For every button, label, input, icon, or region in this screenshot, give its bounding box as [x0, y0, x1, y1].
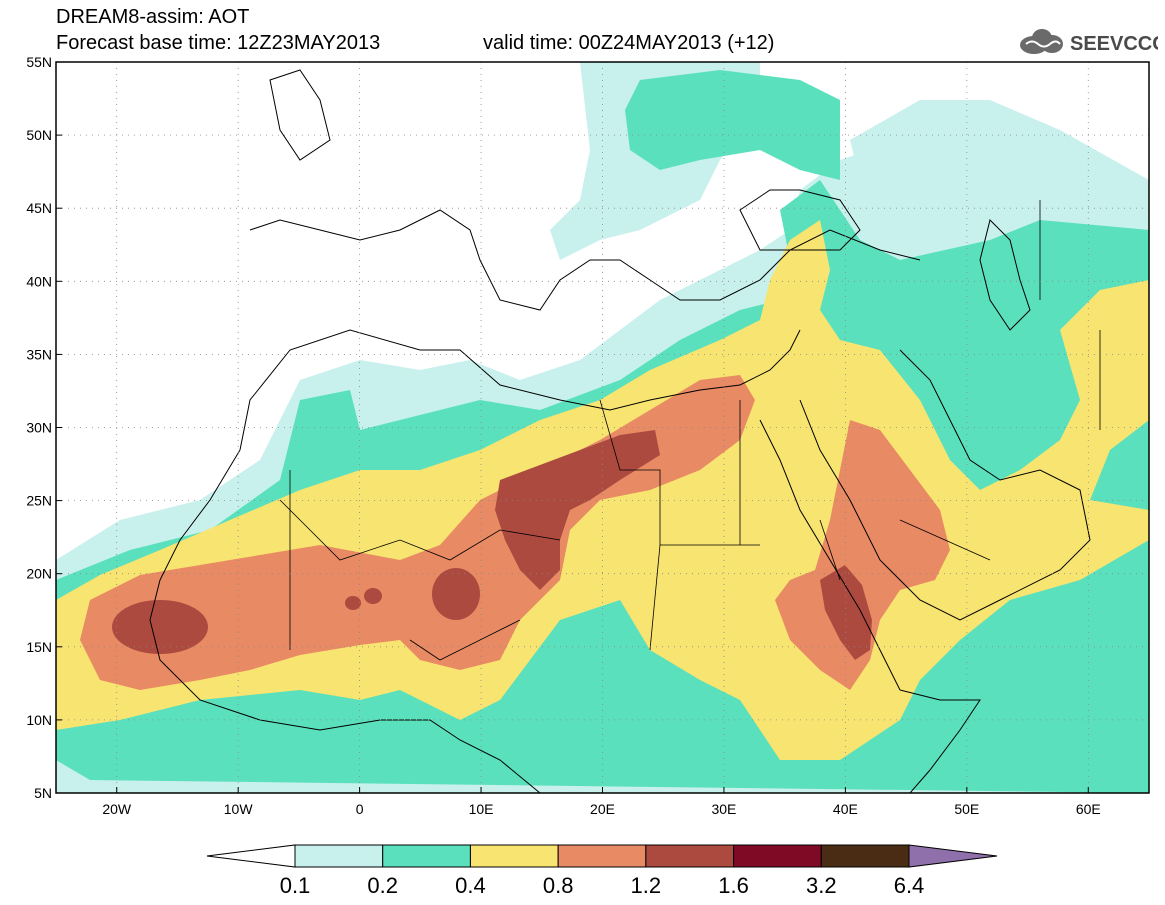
aot-level-1.2-east	[820, 565, 872, 660]
colorbar-segment	[469, 844, 559, 868]
lat-tick-label: 15N	[26, 639, 52, 655]
colorbar-segment	[820, 844, 910, 868]
lat-tick-label: 5N	[34, 785, 52, 801]
lon-tick-label: 20E	[590, 801, 615, 817]
colorbar-label: 0.2	[367, 873, 398, 898]
logo-text: SEEVCCC	[1070, 33, 1158, 55]
lat-tick-label: 20N	[26, 566, 52, 582]
coastline-caspian	[979, 219, 1031, 331]
lon-tick-label: 20W	[102, 801, 132, 817]
colorbar-segment	[557, 844, 647, 868]
colorbar-segment	[733, 844, 822, 868]
aot-level-1.2-central	[432, 568, 480, 620]
colorbar-arrow-low	[206, 844, 296, 868]
aot-level-0.8-east	[775, 420, 950, 690]
colorbar-segment	[645, 844, 735, 868]
coastline-black-sea	[739, 189, 861, 251]
title-line-2: Forecast base time: 12Z23MAY2013	[56, 32, 381, 54]
aot-level-1.2-spot-b	[364, 588, 382, 604]
lon-tick-label: 50E	[954, 801, 979, 817]
lat-tick-label: 35N	[26, 346, 52, 362]
coastline-horn-africa	[899, 689, 981, 793]
seevccc-logo: SEEVCCC	[1020, 29, 1158, 55]
coastline-north-africa	[239, 329, 801, 451]
lat-tick-label: 30N	[26, 420, 52, 436]
lon-tick-label: 60E	[1076, 801, 1101, 817]
lon-tick-label: 30E	[711, 801, 736, 817]
coastline-west-africa	[149, 449, 541, 793]
lat-tick-label: 45N	[26, 200, 52, 216]
colorbar-label: 3.2	[806, 873, 837, 898]
coastline-red-sea	[759, 419, 901, 691]
colorbar-label: 1.6	[718, 873, 749, 898]
border-lines	[279, 200, 1101, 661]
title-line-1: DREAM8-assim: AOT	[56, 6, 250, 28]
colorbar-segment	[294, 844, 384, 868]
coastline-uk	[269, 69, 331, 161]
aot-level-1.2-spot-a	[345, 596, 361, 610]
lat-tick-labels: 55N 50N 45N 40N 35N 30N 25N 20N 15N 10N 5N	[26, 54, 52, 801]
coastlines-borders	[149, 69, 1101, 793]
colorbar-label: 0.4	[455, 873, 486, 898]
aot-level-1.2	[495, 430, 660, 590]
colorbar-label: 0.8	[543, 873, 574, 898]
aot-level-0.2-north	[625, 70, 840, 180]
map-frame	[55, 61, 1150, 794]
lat-tick-label: 50N	[26, 127, 52, 143]
cloud-logo-icon	[1020, 29, 1063, 54]
lat-tick-label: 40N	[26, 273, 52, 289]
colorbar-label: 1.2	[631, 873, 662, 898]
lon-tick-label: 40E	[833, 801, 858, 817]
colorbar-label: 0.1	[280, 873, 311, 898]
aot-level-0.1-east	[850, 100, 1149, 260]
coastline-europe	[249, 209, 921, 311]
lat-tick-label: 55N	[26, 54, 52, 70]
coastline-arabia	[799, 349, 1091, 621]
colorbar-segment	[382, 844, 471, 868]
colorbar-arrow-high	[908, 844, 998, 868]
lat-tick-label: 10N	[26, 712, 52, 728]
lon-tick-label: 10E	[469, 801, 494, 817]
valid-time: valid time: 00Z24MAY2013 (+12)	[483, 32, 775, 54]
colorbar-label: 6.4	[894, 873, 925, 898]
colorbar: 0.1 0.2 0.4 0.8 1.2 1.6 3.2 6.4	[206, 844, 998, 898]
aot-contours	[56, 62, 1149, 793]
lat-tick-label: 25N	[26, 493, 52, 509]
lon-tick-label: 10W	[224, 801, 254, 817]
aot-level-1.2-west	[112, 600, 208, 654]
lon-tick-labels: 20W 10W 0 10E 20E 30E 40E 50E 60E	[102, 801, 1100, 817]
lon-tick-label: 0	[356, 801, 364, 817]
